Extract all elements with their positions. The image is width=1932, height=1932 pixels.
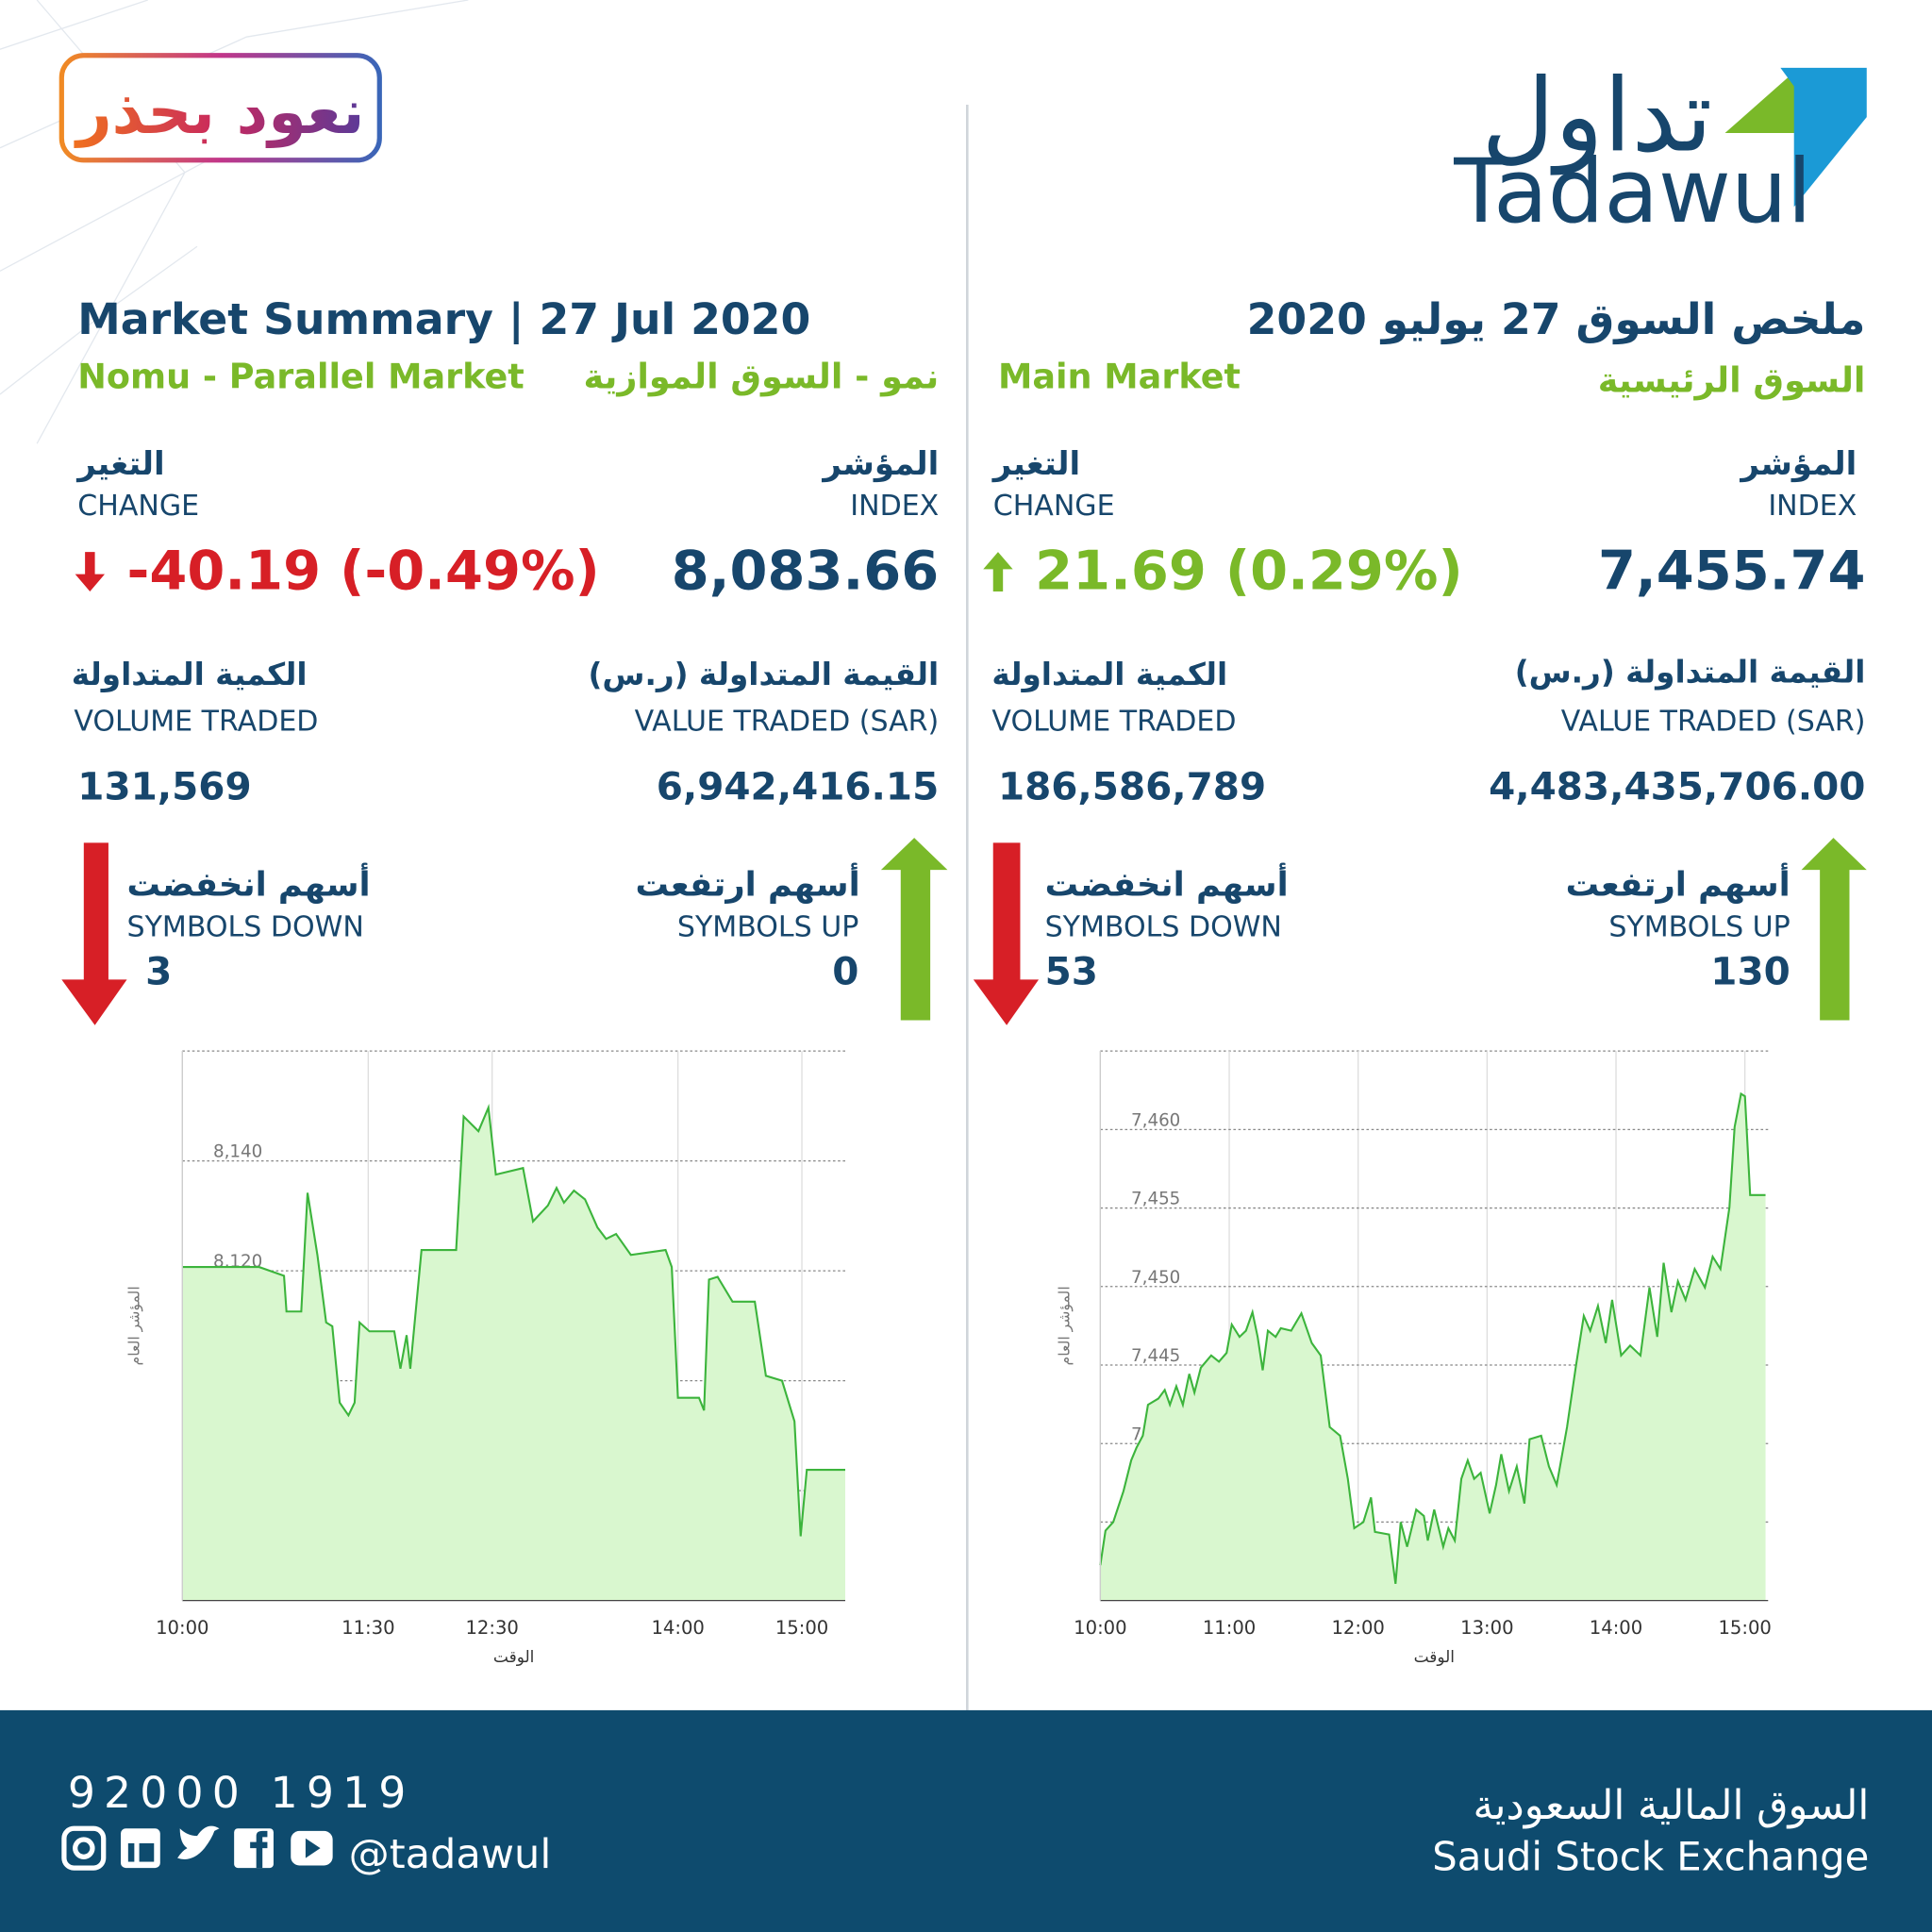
panel-title: ملخص السوق 27 يوليو 2020 xyxy=(1247,294,1866,344)
badge-frame xyxy=(58,53,382,163)
x-tick-label: 15:00 xyxy=(775,1617,828,1639)
index-ar: المؤشر xyxy=(821,445,939,483)
area-fill xyxy=(1100,1093,1766,1601)
market-ar: نمو - السوق الموازية xyxy=(583,356,939,396)
up-icon xyxy=(983,552,1013,591)
down-icon xyxy=(75,552,106,591)
change-value: 21.69 (0.29%) xyxy=(1035,539,1463,602)
x-tick-label: 11:30 xyxy=(341,1617,394,1639)
index-value: 7,455.74 xyxy=(1598,539,1866,602)
x-tick-label: 13:00 xyxy=(1460,1617,1513,1639)
x-axis-label: الوقت xyxy=(1414,1648,1455,1667)
value-en: VALUE TRADED (SAR) xyxy=(635,706,940,739)
x-tick-label: 14:00 xyxy=(1590,1617,1642,1639)
y-tick-label: 7,445 xyxy=(1131,1346,1180,1366)
name-en: Saudi Stock Exchange xyxy=(1432,1834,1869,1880)
market-en: Main Market xyxy=(998,356,1241,396)
volume-ar: الكمية المتداولة xyxy=(72,657,308,693)
x-axis-label: الوقت xyxy=(493,1648,534,1667)
down-ar: أسهم انخفضت xyxy=(1045,863,1289,905)
area-fill xyxy=(182,1108,845,1601)
value-en: VALUE TRADED (SAR) xyxy=(1561,706,1866,739)
x-tick-label: 15:00 xyxy=(1718,1617,1771,1639)
handle: @tadawul xyxy=(349,1831,552,1878)
y-tick-label: 7,450 xyxy=(1131,1268,1180,1288)
volume-ar: الكمية المتداولة xyxy=(991,657,1227,693)
up-ar: أسهم ارتفعت xyxy=(1566,863,1790,905)
up-en: SYMBOLS UP xyxy=(677,911,858,944)
y-axis-label: المؤشر العام xyxy=(125,1286,144,1365)
x-tick-label: 12:30 xyxy=(465,1617,518,1639)
decoration xyxy=(0,0,469,444)
value-ar: القيمة المتداولة (ر.س) xyxy=(1515,655,1866,691)
down-value: 3 xyxy=(145,949,172,994)
up-en: SYMBOLS UP xyxy=(1608,911,1790,944)
volume-en: VOLUME TRADED xyxy=(991,706,1236,739)
index-value: 8,083.66 xyxy=(672,539,940,602)
down-arrow xyxy=(973,842,1040,1025)
phone: 92000 1919 xyxy=(68,1768,415,1818)
line xyxy=(182,1103,845,1537)
down-value: 53 xyxy=(1045,949,1098,994)
x-tick-label: 12:00 xyxy=(1331,1617,1384,1639)
y-axis-label: المؤشر العام xyxy=(1056,1286,1074,1365)
footer-band xyxy=(0,1709,1932,1932)
name-ar: السوق المالية السعودية xyxy=(1473,1782,1869,1829)
x-tick-label: 14:00 xyxy=(651,1617,704,1639)
value-value: 4,483,435,706.00 xyxy=(1489,764,1865,809)
up-value: 0 xyxy=(832,949,858,994)
change-en: CHANGE xyxy=(993,490,1115,523)
change-value: -40.19 (-0.49%) xyxy=(127,539,600,602)
y-tick-label: 7,455 xyxy=(1131,1190,1180,1209)
up-arrow xyxy=(1801,838,1867,1021)
y-tick-label: 8,140 xyxy=(213,1142,262,1162)
logo-mark xyxy=(1780,67,1867,208)
change-ar: التغير xyxy=(991,445,1080,483)
logo-ar: تداول xyxy=(1481,58,1712,175)
up-arrow xyxy=(880,838,948,1021)
volume-value: 186,586,789 xyxy=(998,764,1266,809)
market-ar: السوق الرئيسية xyxy=(1598,359,1866,400)
market-en: Nomu - Parallel Market xyxy=(77,356,525,396)
down-en: SYMBOLS DOWN xyxy=(1045,911,1282,944)
up-value: 130 xyxy=(1710,949,1790,994)
index-en: INDEX xyxy=(850,490,939,523)
x-tick-label: 10:00 xyxy=(1074,1617,1126,1639)
change-ar: التغير xyxy=(75,445,164,483)
social-icons xyxy=(61,1825,333,1871)
down-en: SYMBOLS DOWN xyxy=(127,911,364,944)
badge-text: نعود بحذر xyxy=(74,76,364,148)
logo-mark xyxy=(1724,67,1799,134)
down-ar: أسهم انخفضت xyxy=(127,863,371,905)
index-ar: المؤشر xyxy=(1739,445,1857,483)
x-tick-label: 11:00 xyxy=(1203,1617,1256,1639)
value-ar: القيمة المتداولة (ر.س) xyxy=(588,657,939,693)
volume-en: VOLUME TRADED xyxy=(74,706,318,739)
y-tick-label: 7,460 xyxy=(1131,1110,1180,1130)
up-ar: أسهم ارتفعت xyxy=(636,863,860,905)
down-arrow xyxy=(61,842,127,1025)
panel-title: Market Summary | 27 Jul 2020 xyxy=(77,294,810,345)
change-en: CHANGE xyxy=(77,490,199,523)
value-value: 6,942,416.15 xyxy=(657,764,940,809)
logo-en: Tadawul xyxy=(1453,141,1811,243)
volume-value: 131,569 xyxy=(77,764,251,809)
charts: 10:0011:3012:3014:0015:008,0808,1008,120… xyxy=(125,1050,1772,1667)
x-tick-label: 10:00 xyxy=(156,1617,208,1639)
index-en: INDEX xyxy=(1768,490,1857,523)
line xyxy=(1099,1091,1766,1585)
